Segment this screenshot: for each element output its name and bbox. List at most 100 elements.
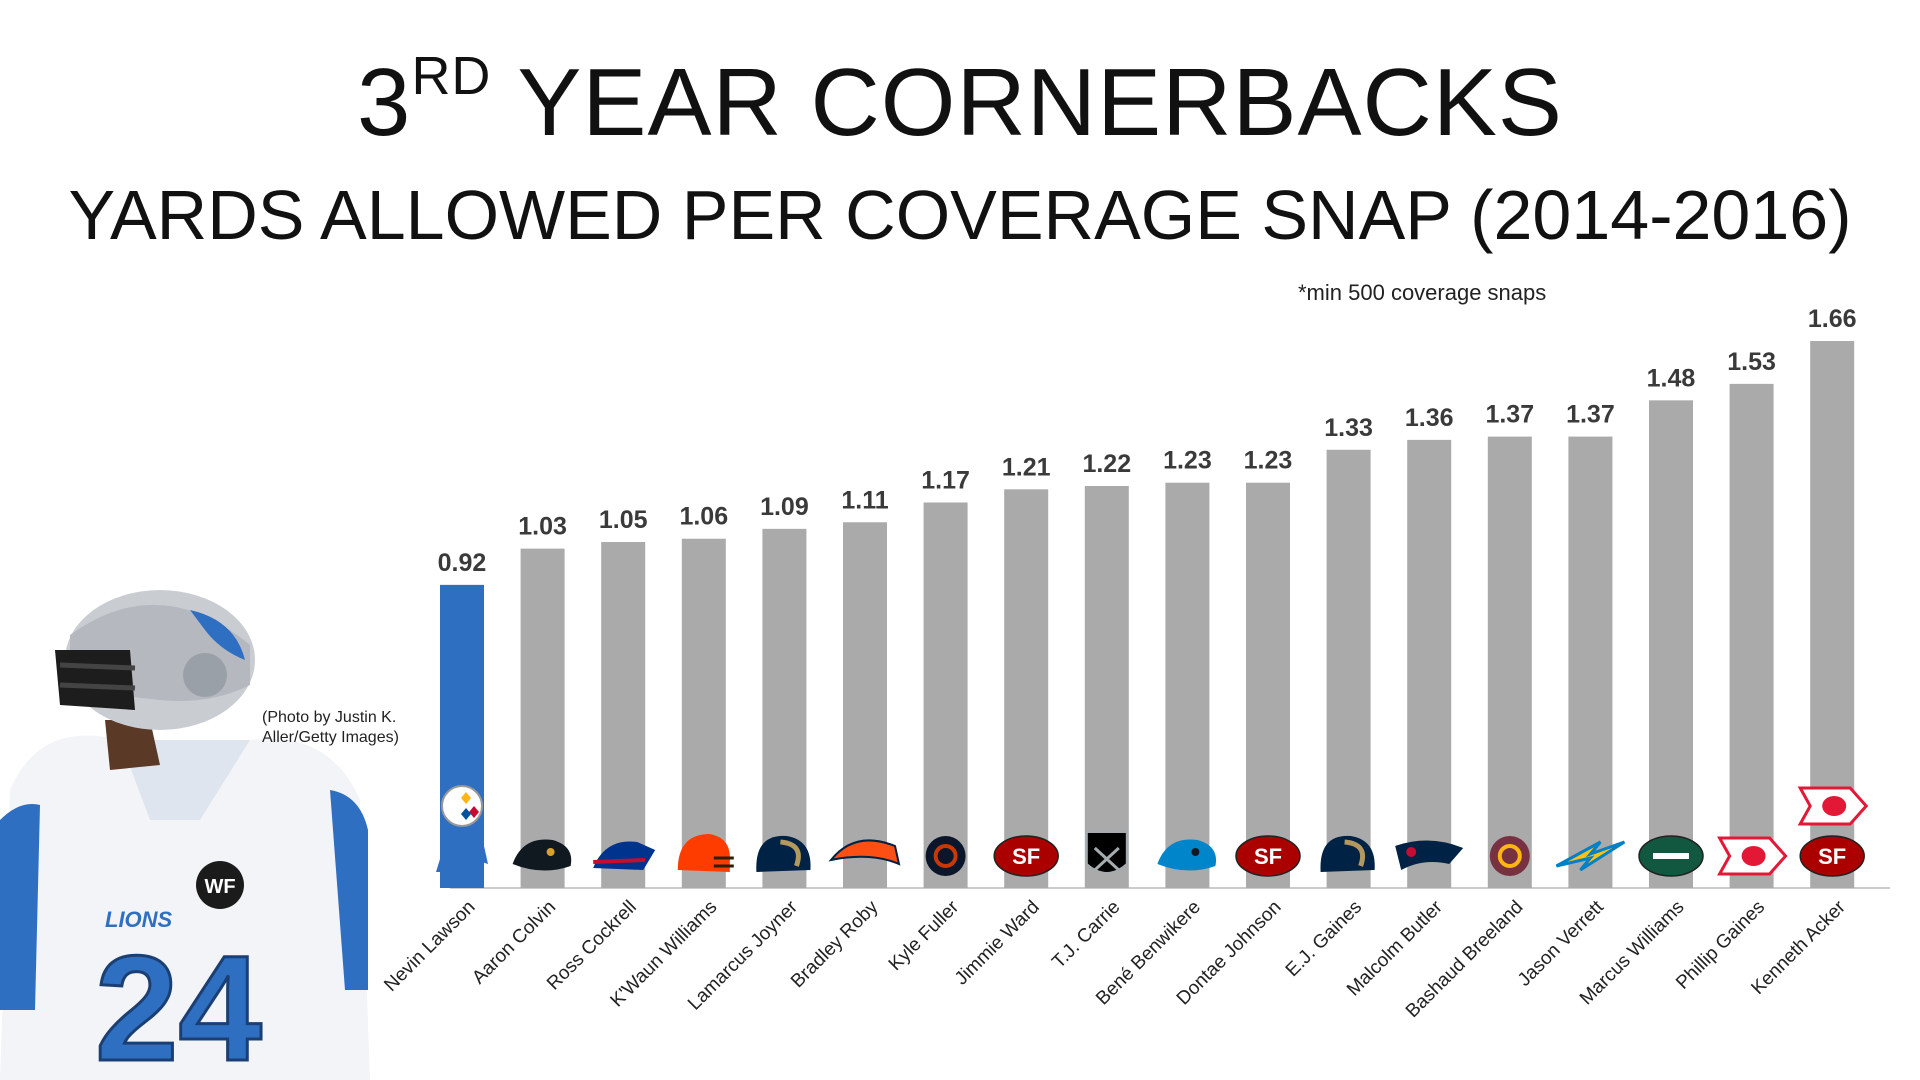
- team-logo-11: SF: [1235, 835, 1301, 877]
- category-label-12: E.J. Gaines: [1282, 897, 1366, 981]
- title-text: YEAR CORNERBACKS: [491, 49, 1563, 156]
- redskins-logo-mark: [1497, 844, 1522, 868]
- value-label-17: 1.53: [1727, 348, 1776, 376]
- steelers-logo-shape: [441, 785, 483, 827]
- bar-16: [1649, 400, 1693, 888]
- team-logo-7: [925, 836, 966, 876]
- team-logo-14: [1489, 836, 1530, 876]
- bar-13: [1407, 439, 1452, 888]
- chart-subtitle: YARDS ALLOWED PER COVERAGE SNAP (2014-20…: [68, 176, 1852, 254]
- team-logo-12: [1320, 835, 1375, 872]
- value-label-4: 1.06: [679, 503, 728, 531]
- steelers-logo-mark-2: [469, 806, 479, 818]
- title-ordinal-suffix: RD: [411, 46, 492, 106]
- bar-7: [923, 502, 968, 888]
- team-logo-18-extra-1: [1797, 786, 1869, 826]
- 49ers-logo-shape: [993, 835, 1059, 877]
- team-logo-16: [1638, 835, 1704, 877]
- team-logo-9: [1085, 831, 1128, 874]
- category-label-1: Nevin Lawson: [380, 897, 479, 996]
- value-label-11: 1.23: [1244, 447, 1293, 475]
- team-wordmark: LIONS: [105, 907, 173, 932]
- bar-9: [1084, 486, 1129, 888]
- chargers-logo-shape: [1555, 840, 1626, 872]
- photo-credit-line-1: (Photo by Justin K.: [262, 709, 397, 726]
- rams-logo-mark: [780, 839, 801, 867]
- patch-logo: WF: [204, 876, 235, 898]
- footnote: *min 500 coverage snaps: [1298, 280, 1547, 305]
- lions-logo-shape: [436, 836, 488, 872]
- value-label-14: 1.37: [1485, 401, 1534, 429]
- rams-logo-mark: [1344, 839, 1366, 867]
- neck: [105, 720, 160, 770]
- value-label-7: 1.17: [921, 466, 970, 494]
- bar-11: [1246, 482, 1290, 888]
- bears-logo-shape: [925, 836, 966, 876]
- team-logo-17: [1717, 836, 1788, 876]
- value-label-5: 1.09: [760, 493, 809, 521]
- chart-title: 3RD YEAR CORNERBACKS: [0, 49, 1920, 151]
- steelers-logo-mark-3: [461, 808, 471, 820]
- value-label-8: 1.21: [1002, 453, 1051, 481]
- value-label-2: 1.03: [518, 513, 567, 541]
- bar-10: [1165, 482, 1210, 888]
- 49ers-logo-text: SF: [1818, 844, 1846, 869]
- bar-12: [1326, 449, 1371, 888]
- chiefs-logo-mark: [1822, 796, 1847, 816]
- value-label-6: 1.11: [841, 486, 888, 514]
- browns-logo-mark: [713, 856, 734, 868]
- jaguars-logo-shape: [512, 839, 572, 871]
- bar-3: [601, 542, 646, 888]
- jets-logo-mark: [1653, 853, 1689, 859]
- bar-1: [440, 584, 484, 888]
- broncos-logo-shape: [828, 839, 901, 866]
- photo-credit-line-2: Aller/Getty Images): [262, 729, 399, 746]
- team-logo-13: [1395, 840, 1464, 870]
- value-label-3: 1.05: [599, 506, 648, 534]
- chiefs-logo-mark: [1741, 846, 1766, 866]
- team-logo-6: [828, 839, 901, 866]
- bar-5: [762, 528, 807, 888]
- 49ers-logo-shape: [1799, 835, 1865, 877]
- player-photo: 24 LIONS WF: [0, 590, 370, 1080]
- category-label-6: Bradley Roby: [787, 896, 883, 992]
- patriots-logo-mark: [1406, 847, 1417, 857]
- steelers-logo-mark-1: [461, 792, 471, 804]
- jaguars-logo-mark: [546, 848, 555, 856]
- bar-2: [520, 548, 565, 888]
- value-label-16: 1.48: [1647, 364, 1696, 392]
- raiders-logo-shape: [1085, 831, 1128, 874]
- team-logo-3: [593, 841, 656, 870]
- team-logo-18: SF: [1799, 835, 1865, 877]
- bar-6: [843, 522, 887, 888]
- bar-14: [1487, 436, 1532, 888]
- title-ordinal: 3: [357, 49, 412, 156]
- 49ers-logo-text: SF: [1254, 844, 1282, 869]
- value-label-12: 1.33: [1324, 414, 1373, 442]
- bar-8: [1004, 489, 1049, 888]
- category-label-7: Kyle Fuller: [885, 896, 964, 975]
- helmet: [55, 590, 255, 730]
- category-label-9: T.J. Carrie: [1048, 897, 1124, 973]
- category-label-2: Aaron Colvin: [468, 897, 560, 989]
- panthers-logo-mark: [1191, 848, 1200, 856]
- bills-logo-mark: [593, 858, 646, 864]
- value-label-15: 1.37: [1566, 401, 1615, 429]
- team-logo-4: [677, 834, 734, 872]
- photo-credit: (Photo by Justin K. Aller/Getty Images): [262, 708, 399, 748]
- category-label-8: Jimmie Ward: [951, 897, 1044, 990]
- team-logo-1-extra-1: [441, 785, 483, 827]
- team-logo-10: [1157, 839, 1217, 871]
- bears-logo-mark: [933, 844, 958, 868]
- team-logo-8: SF: [993, 835, 1059, 877]
- team-logo-15: [1555, 840, 1626, 872]
- browns-logo-shape: [677, 834, 730, 872]
- bar-4: [681, 538, 726, 888]
- value-label-13: 1.36: [1405, 404, 1454, 432]
- redskins-logo-shape: [1489, 836, 1530, 876]
- value-label-1: 0.92: [438, 549, 487, 577]
- bar-17: [1729, 383, 1774, 888]
- value-label-10: 1.23: [1163, 447, 1212, 475]
- 49ers-logo-shape: [1235, 835, 1301, 877]
